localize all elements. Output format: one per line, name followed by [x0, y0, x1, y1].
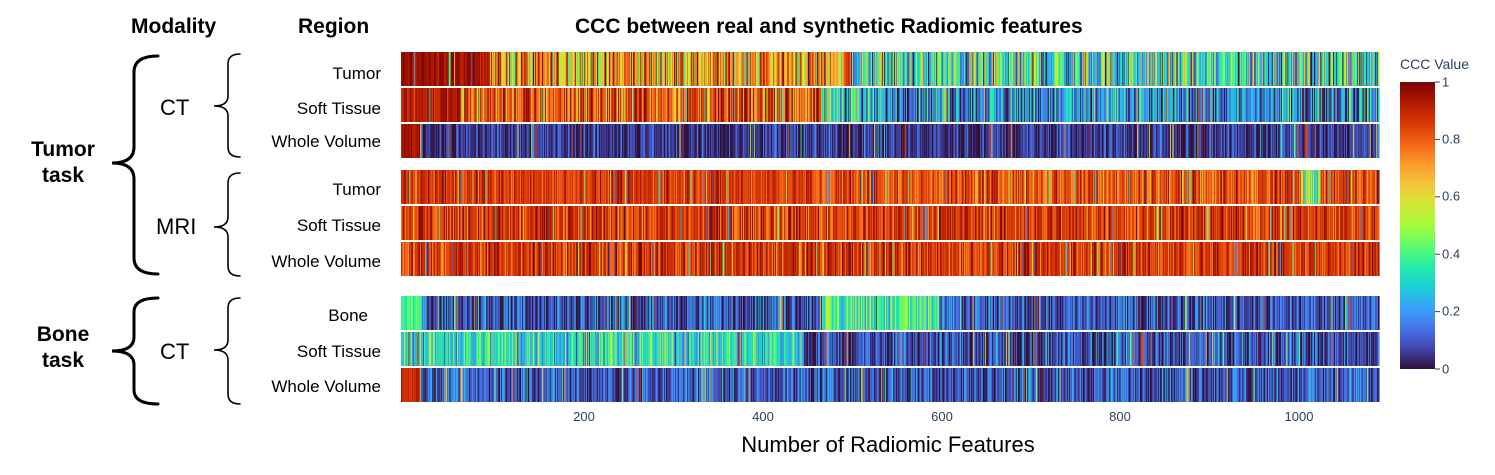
region-label-tumor-ct-soft-tissue: Soft Tissue	[296, 99, 381, 118]
region-header: Region	[298, 15, 370, 38]
heatmap-row-tumor-0	[401, 52, 1380, 86]
colorbar-tick-0.4: 0.4	[1442, 246, 1461, 262]
heatmap-row-whole-volume-5	[401, 242, 1380, 276]
region-label-bone-ct-bone: Bone	[328, 306, 368, 325]
x-tick-200: 200	[573, 409, 595, 424]
task-label-bone: Bone task	[36, 323, 90, 372]
colorbar-title: CCC Value	[1400, 56, 1469, 72]
x-tick-800: 800	[1109, 409, 1131, 424]
modality-label-bone-ct: CT	[160, 339, 190, 364]
bone-ct-brace	[213, 297, 241, 405]
region-label-bone-ct-whole-volume: Whole Volume	[271, 377, 381, 396]
chart-title: CCC between real and synthetic Radiomic …	[575, 15, 1083, 38]
heatmap-row-bone-6	[401, 296, 1380, 330]
heatmap-row-tumor-3	[401, 170, 1380, 204]
heatmap-row-soft-tissue-4	[401, 206, 1380, 240]
modality-header: Modality	[131, 15, 217, 38]
tumor-ct-brace	[213, 53, 241, 158]
heatmap-row-soft-tissue-7	[401, 332, 1380, 366]
bone-task-brace	[111, 296, 160, 406]
x-tick-600: 600	[931, 409, 953, 424]
x-tick-1000: 1000	[1284, 409, 1314, 424]
region-label-tumor-mri-soft-tissue: Soft Tissue	[296, 216, 381, 235]
region-label-tumor-mri-whole-volume: Whole Volume	[271, 252, 381, 271]
region-label-bone-ct-soft-tissue: Soft Tissue	[296, 342, 381, 361]
colorbar-tick-0: 0	[1442, 361, 1450, 377]
tumor-mri-brace	[213, 172, 241, 277]
x-axis-label: Number of Radiomic Features	[741, 432, 1035, 457]
colorbar-tick-0.6: 0.6	[1442, 188, 1461, 204]
modality-label-tumor-mri: MRI	[156, 214, 197, 239]
task-label-tumor: Tumor task	[31, 138, 95, 187]
x-tick-400: 400	[752, 409, 774, 424]
colorbar-tick-1: 1	[1442, 74, 1450, 90]
heatmap-row-whole-volume-8	[401, 368, 1380, 402]
modality-label-tumor-ct: CT	[160, 95, 190, 120]
colorbar-tick-0.2: 0.2	[1442, 303, 1461, 319]
colorbar-tick-0.8: 0.8	[1442, 131, 1461, 147]
region-label-tumor-mri-tumor: Tumor	[332, 180, 382, 199]
heatmap-row-soft-tissue-1	[401, 88, 1380, 122]
tumor-task-brace	[111, 54, 160, 276]
region-label-tumor-ct-tumor: Tumor	[332, 64, 382, 83]
region-label-tumor-ct-whole-volume: Whole Volume	[271, 132, 381, 151]
heatmap-row-whole-volume-2	[401, 124, 1380, 158]
colorbar	[1400, 82, 1435, 369]
